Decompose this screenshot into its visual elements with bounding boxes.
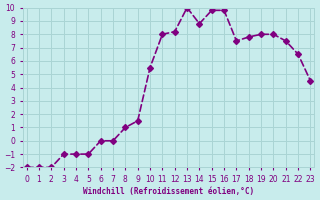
X-axis label: Windchill (Refroidissement éolien,°C): Windchill (Refroidissement éolien,°C) [83, 187, 254, 196]
